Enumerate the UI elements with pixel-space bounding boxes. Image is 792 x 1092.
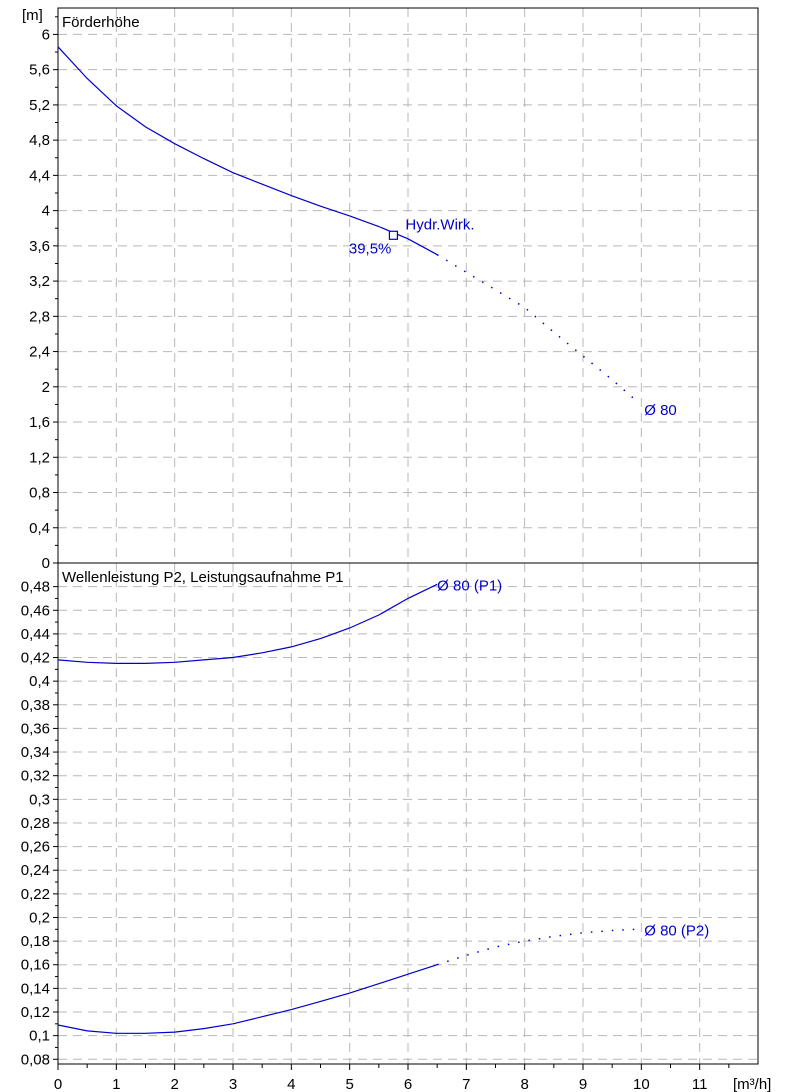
y-tick-label: 0,36: [21, 720, 50, 737]
y-tick-label: 0,32: [21, 768, 50, 785]
y-tick-label: 1,2: [29, 449, 50, 466]
y-tick-label: 0: [42, 555, 50, 572]
x-tick-label: 5: [345, 1076, 353, 1092]
annotation-label: Ø 80 (P1): [437, 577, 502, 594]
y-tick-label: 0,16: [21, 957, 50, 974]
y-tick-label: 0,3: [29, 791, 50, 808]
x-tick-label: 9: [579, 1076, 587, 1092]
series: [57, 46, 636, 1034]
labels: Förderhöhe [m] Wellenleistung P2, Leistu…: [21, 7, 772, 1092]
y-tick-label: 0,08: [21, 1051, 50, 1068]
y-tick-label: 5,2: [29, 97, 50, 114]
x-tick-label: 7: [462, 1076, 470, 1092]
y-tick-label: 0,42: [21, 650, 50, 667]
y-tick-label: 3,2: [29, 273, 50, 290]
series-extrapolation: [436, 254, 636, 401]
y-tick-label: 0,44: [21, 626, 50, 643]
y-tick-label: 0,4: [29, 520, 50, 537]
y-tick-label: 0,14: [21, 980, 50, 997]
y-tick-label: 3,6: [29, 238, 50, 255]
y-tick-label: 0,46: [21, 602, 50, 619]
head-y-unit: [m]: [22, 7, 43, 24]
annotation-label: Ø 80 (P2): [644, 922, 709, 939]
y-tick-label: 1,6: [29, 414, 50, 431]
annotation-label: Hydr.Wirk.: [405, 216, 474, 233]
annotation-label: Ø 80: [644, 402, 677, 419]
x-axis-unit: [m³/h]: [733, 1076, 771, 1092]
y-tick-label: 0,1: [29, 1028, 50, 1045]
y-tick-label: 5,6: [29, 62, 50, 79]
x-tick-label: 3: [229, 1076, 237, 1092]
y-tick-label: 4,8: [29, 132, 50, 149]
y-tick-label: 6: [42, 26, 50, 43]
y-tick-label: 2,4: [29, 344, 50, 361]
y-tick-label: 0,48: [21, 579, 50, 596]
y-tick-label: 0,12: [21, 1004, 50, 1021]
series-line: [57, 46, 438, 256]
y-tick-label: 2: [42, 379, 50, 396]
series-line: [57, 583, 438, 665]
head-panel-title: Förderhöhe: [62, 14, 140, 31]
y-tick-label: 0,22: [21, 886, 50, 903]
y-tick-label: 0,26: [21, 839, 50, 856]
x-tick-label: 4: [287, 1076, 295, 1092]
y-tick-label: 0,4: [29, 673, 50, 690]
y-tick-label: 0,28: [21, 815, 50, 832]
y-tick-label: 0,8: [29, 485, 50, 502]
y-tick-label: 0,2: [29, 909, 50, 926]
axes: [53, 16, 730, 1070]
power-panel-title: Wellenleistung P2, Leistungsaufnahme P1: [62, 569, 344, 586]
y-tick-label: 2,8: [29, 308, 50, 325]
efficiency-marker: [388, 230, 399, 240]
x-tick-label: 2: [170, 1076, 178, 1092]
y-tick-label: 0,18: [21, 933, 50, 950]
series-extrapolation: [436, 928, 636, 966]
x-tick-label: 8: [520, 1076, 528, 1092]
x-tick-label: 11: [692, 1076, 708, 1092]
x-tick-label: 0: [54, 1076, 62, 1092]
x-tick-label: 6: [404, 1076, 412, 1092]
x-tick-label: 10: [633, 1076, 650, 1092]
series-line: [57, 964, 438, 1034]
grid: [58, 8, 758, 1064]
y-tick-label: 4: [42, 203, 50, 220]
x-tick-label: 1: [112, 1076, 120, 1092]
y-tick-label: 0,24: [21, 862, 50, 879]
annotation-label: 39,5%: [349, 240, 392, 257]
y-tick-label: 0,34: [21, 744, 50, 761]
y-tick-label: 4,4: [29, 167, 50, 184]
y-tick-label: 0,38: [21, 697, 50, 714]
